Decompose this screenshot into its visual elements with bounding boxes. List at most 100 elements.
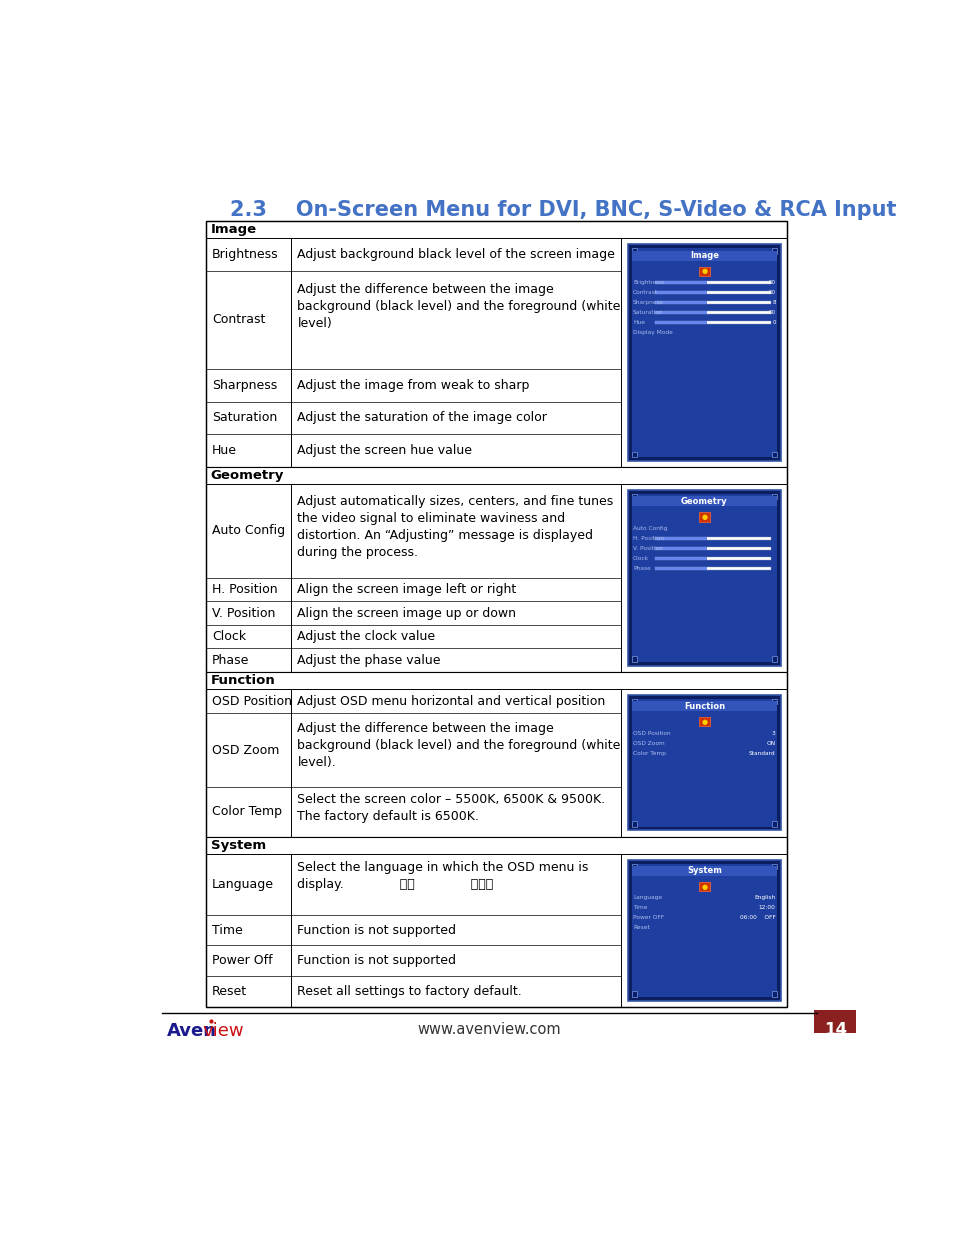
Text: Adjust the image from weak to sharp: Adjust the image from weak to sharp xyxy=(297,379,529,391)
Text: Align the screen image left or right: Align the screen image left or right xyxy=(297,583,517,597)
Text: 8: 8 xyxy=(771,300,775,305)
Text: Image: Image xyxy=(689,251,719,261)
Bar xyxy=(654,557,706,559)
Bar xyxy=(206,221,786,467)
Text: Language: Language xyxy=(212,878,274,890)
Text: ON: ON xyxy=(766,741,775,746)
Bar xyxy=(654,311,706,314)
Text: Function: Function xyxy=(211,674,275,687)
Text: Image: Image xyxy=(211,224,256,236)
Bar xyxy=(654,321,770,324)
Text: OSD Zoom: OSD Zoom xyxy=(633,741,664,746)
Text: Reset: Reset xyxy=(633,925,649,930)
Text: System: System xyxy=(686,866,721,876)
Bar xyxy=(206,836,786,1007)
Bar xyxy=(631,699,637,704)
Bar xyxy=(699,718,709,726)
Text: Auto Config: Auto Config xyxy=(212,525,285,537)
Text: Adjust the difference between the image
background (black level) and the foregro: Adjust the difference between the image … xyxy=(297,722,620,769)
Text: Adjust the screen hue value: Adjust the screen hue value xyxy=(297,445,472,457)
Text: Hue: Hue xyxy=(633,320,644,325)
Text: ●: ● xyxy=(700,883,707,889)
Text: Select the screen color – 5500K, 6500K & 9500K.
The factory default is 6500K.: Select the screen color – 5500K, 6500K &… xyxy=(297,793,605,824)
Bar xyxy=(654,282,770,284)
Text: Adjust the difference between the image
background (black level) and the foregro: Adjust the difference between the image … xyxy=(297,283,620,330)
Bar xyxy=(631,866,777,876)
Text: Sharpness: Sharpness xyxy=(633,300,663,305)
Bar xyxy=(631,494,637,499)
Text: 14: 14 xyxy=(823,1021,846,1040)
Text: English: English xyxy=(754,895,775,900)
Text: Function: Function xyxy=(683,701,724,710)
Text: Geometry: Geometry xyxy=(211,469,284,482)
Bar xyxy=(771,494,777,499)
Text: Power Off: Power Off xyxy=(212,955,273,967)
Text: Contrast: Contrast xyxy=(212,314,265,326)
Bar xyxy=(627,860,781,1000)
Bar xyxy=(631,494,777,662)
Bar xyxy=(699,267,709,275)
Text: Adjust background black level of the screen image: Adjust background black level of the scr… xyxy=(297,248,615,261)
Bar xyxy=(814,1010,856,1032)
Bar xyxy=(631,251,777,261)
Bar xyxy=(631,248,637,253)
Bar xyxy=(771,992,777,997)
Text: Clock: Clock xyxy=(633,556,648,561)
Bar xyxy=(627,695,781,830)
Bar xyxy=(654,537,706,540)
Text: 12:00: 12:00 xyxy=(758,905,775,910)
Bar xyxy=(654,547,706,550)
Text: OSD Zoom: OSD Zoom xyxy=(212,743,279,757)
Bar xyxy=(654,301,706,304)
Bar xyxy=(654,282,706,284)
Bar xyxy=(631,863,637,869)
Text: ●: ● xyxy=(700,719,707,725)
Text: Clock: Clock xyxy=(212,630,246,643)
Bar xyxy=(771,452,777,457)
Text: Aven: Aven xyxy=(167,1023,217,1040)
Bar xyxy=(654,537,770,540)
Bar xyxy=(631,452,637,457)
Bar xyxy=(699,513,709,521)
Text: Reset: Reset xyxy=(212,986,247,998)
Text: Contrast: Contrast xyxy=(633,290,658,295)
Text: ●: ● xyxy=(700,268,707,274)
Text: Standard: Standard xyxy=(748,751,775,756)
Text: Saturation: Saturation xyxy=(633,310,663,315)
Bar xyxy=(654,291,706,294)
Bar xyxy=(654,567,770,569)
Bar xyxy=(771,863,777,869)
Text: Language: Language xyxy=(633,895,661,900)
Bar xyxy=(771,248,777,253)
Text: Hue: Hue xyxy=(212,445,237,457)
Text: V. Position: V. Position xyxy=(212,606,275,620)
Text: Adjust the clock value: Adjust the clock value xyxy=(297,630,436,643)
Bar xyxy=(631,701,777,711)
Bar xyxy=(654,311,770,314)
Text: Display Mode: Display Mode xyxy=(633,330,672,335)
Bar xyxy=(631,656,637,662)
Text: Align the screen image up or down: Align the screen image up or down xyxy=(297,606,516,620)
Text: Color Temp: Color Temp xyxy=(212,805,282,819)
Bar xyxy=(631,992,637,997)
Bar xyxy=(771,656,777,662)
Bar xyxy=(654,291,770,294)
Text: Adjust automatically sizes, centers, and fine tunes
the video signal to eliminat: Adjust automatically sizes, centers, and… xyxy=(297,495,613,559)
Text: 50: 50 xyxy=(768,280,775,285)
Bar xyxy=(654,557,770,559)
Text: Adjust the saturation of the image color: Adjust the saturation of the image color xyxy=(297,411,547,425)
Text: Saturation: Saturation xyxy=(212,411,277,425)
Text: Time: Time xyxy=(633,905,647,910)
Text: Function is not supported: Function is not supported xyxy=(297,955,456,967)
Text: Adjust the phase value: Adjust the phase value xyxy=(297,653,440,667)
Text: 50: 50 xyxy=(768,290,775,295)
Text: V. Position: V. Position xyxy=(633,546,662,551)
Bar xyxy=(627,490,781,666)
Text: Power OFF: Power OFF xyxy=(633,915,663,920)
Bar xyxy=(631,248,777,457)
Text: Adjust OSD menu horizontal and vertical position: Adjust OSD menu horizontal and vertical … xyxy=(297,694,605,708)
Text: Phase: Phase xyxy=(633,566,650,571)
Text: view: view xyxy=(203,1023,244,1040)
Text: Select the language in which the OSD menu is
display.              中文           : Select the language in which the OSD men… xyxy=(297,861,588,890)
Bar xyxy=(654,567,706,569)
